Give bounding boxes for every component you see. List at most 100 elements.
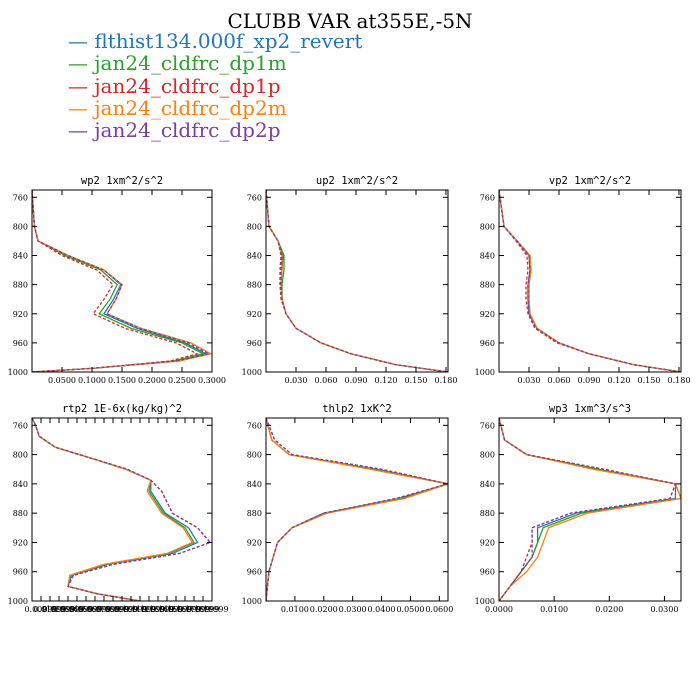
x-tick-label: 0.03999 — [51, 605, 84, 614]
y-tick-label: 760 — [247, 193, 262, 202]
plot-frame — [265, 417, 449, 602]
legend: — flthist134.000f_xp2_revert — jan24_cld… — [68, 30, 362, 141]
x-tick-label: 0.19999 — [195, 605, 228, 614]
panel-title: thlp2 1xK^2 — [322, 403, 392, 415]
panel-3: vp2 1xm^2/s^2 760 800 840 880 920 960 1000 0.030… — [475, 175, 691, 385]
x-tick-label: 0.07999 — [87, 605, 120, 614]
y-tick-label: 920 — [480, 310, 495, 319]
legend-label-3: jan24_cldfrc_dp1p — [94, 73, 281, 98]
series-line-3 — [266, 190, 448, 372]
series-line-5 — [499, 418, 677, 601]
y-tick-label: 760 — [480, 421, 495, 430]
x-tick-label: 0.18999 — [186, 605, 219, 614]
x-tick-label: 0.3000 — [198, 376, 226, 385]
x-tick-label: 0.150 — [638, 376, 661, 385]
panel-6: wp3 1xm^3/s^3 760 800 840 880 920 960 10000.000… — [475, 403, 682, 614]
x-tick-label: 0.00999 — [24, 605, 57, 614]
panel-title: vp2 1xm^2/s^2 — [549, 175, 631, 187]
y-tick-label: 880 — [13, 281, 28, 290]
y-tick-label: 880 — [13, 509, 28, 518]
plot-frame — [31, 417, 213, 602]
y-tick-label: 840 — [13, 252, 28, 261]
x-tick-label: 0.0400 — [368, 605, 396, 614]
x-tick-label: 0.030 — [518, 376, 541, 385]
y-tick-label: 800 — [480, 451, 495, 460]
y-tick-label: 840 — [13, 480, 28, 489]
x-tick-label: 0.0300 — [650, 605, 678, 614]
x-tick-label: 0.0600 — [425, 605, 453, 614]
series-line-5 — [266, 418, 448, 601]
x-tick-label: 0.060 — [315, 376, 338, 385]
x-tick-label: 0.0500 — [48, 376, 76, 385]
series-line-4 — [499, 190, 681, 372]
x-tick-label: 0.060 — [548, 376, 571, 385]
y-tick-label: 920 — [13, 310, 28, 319]
y-tick-label: 800 — [13, 222, 28, 231]
x-tick-label: 0.0000 — [485, 605, 513, 614]
y-tick-label: 920 — [13, 538, 28, 547]
series-line-3 — [499, 190, 681, 372]
y-tick-label: 760 — [13, 421, 28, 430]
series-line-4 — [499, 418, 681, 601]
series-line-2 — [266, 418, 448, 601]
y-tick-label: 760 — [247, 421, 262, 430]
y-tick-label: 840 — [247, 480, 262, 489]
y-tick-label: 800 — [13, 451, 28, 460]
series-line-3 — [266, 418, 448, 601]
y-tick-label: 1000 — [8, 597, 28, 606]
panel-4: rtp2 1E-6x(kg/kg)^2 760 800 840 880 920 960 100… — [8, 403, 229, 614]
legend-swatch-2: — — [68, 51, 95, 76]
y-tick-label: 960 — [247, 568, 262, 577]
x-tick-label: 0.0200 — [595, 605, 623, 614]
series-line-3 — [32, 190, 199, 372]
plot-frame — [265, 189, 449, 373]
x-tick-label: 0.14999 — [150, 605, 183, 614]
panel-title: rtp2 1E-6x(kg/kg)^2 — [62, 403, 182, 415]
panel-1: wp2 1xm^2/s^2 760 800 840 880 920 960 1000 0.050… — [8, 175, 226, 385]
x-tick-label: 0.1000 — [78, 376, 106, 385]
x-tick-label: 0.090 — [578, 376, 601, 385]
x-tick-label: 0.04999 — [60, 605, 93, 614]
legend-label-4: jan24_cldfrc_dp2m — [94, 95, 287, 120]
series-line-4 — [32, 190, 212, 372]
plot-frame — [498, 417, 682, 602]
y-tick-label: 760 — [13, 193, 28, 202]
series-line-2 — [32, 418, 195, 601]
series-line-1 — [266, 190, 448, 372]
x-tick-label: 0.05999 — [69, 605, 102, 614]
x-tick-label: 0.11999 — [123, 605, 156, 614]
series-line-1 — [499, 190, 681, 372]
x-tick-label: 0.030 — [285, 376, 308, 385]
y-tick-label: 1000 — [8, 368, 28, 377]
y-tick-label: 1000 — [242, 597, 262, 606]
x-tick-label: 0.17999 — [177, 605, 210, 614]
series-line-5 — [32, 418, 212, 601]
y-tick-label: 800 — [247, 222, 262, 231]
x-tick-label: 0.02999 — [42, 605, 75, 614]
x-tick-label: 0.090 — [345, 376, 368, 385]
x-tick-label: 0.120 — [375, 376, 398, 385]
x-tick-label: 0.13999 — [141, 605, 174, 614]
legend-entry-1: — flthist134.000f_xp2_revert — [68, 30, 362, 52]
x-tick-label: 0.150 — [405, 376, 428, 385]
panel-2: up2 1xm^2/s^2 760 800 840 880 920 960 1000 0.030… — [242, 175, 458, 385]
x-tick-label: 0.06999 — [78, 605, 111, 614]
legend-label-2: jan24_cldfrc_dp1m — [94, 51, 287, 76]
x-tick-label: 0.1500 — [108, 376, 136, 385]
legend-label-1: flthist134.000f_xp2_revert — [94, 29, 363, 53]
x-tick-label: 0.180 — [435, 376, 458, 385]
y-tick-label: 920 — [480, 538, 495, 547]
y-tick-label: 960 — [480, 568, 495, 577]
y-tick-label: 880 — [480, 509, 495, 518]
x-tick-label: 0.12999 — [132, 605, 165, 614]
y-tick-label: 880 — [247, 281, 262, 290]
series-line-4 — [32, 418, 194, 601]
x-tick-label: 0.01999 — [33, 605, 66, 614]
y-tick-label: 880 — [247, 509, 262, 518]
x-tick-label: 0.120 — [608, 376, 631, 385]
series-line-2 — [499, 190, 681, 372]
y-tick-label: 800 — [480, 222, 495, 231]
series-line-5 — [499, 190, 681, 372]
panel-title: wp3 1xm^3/s^3 — [549, 403, 631, 415]
